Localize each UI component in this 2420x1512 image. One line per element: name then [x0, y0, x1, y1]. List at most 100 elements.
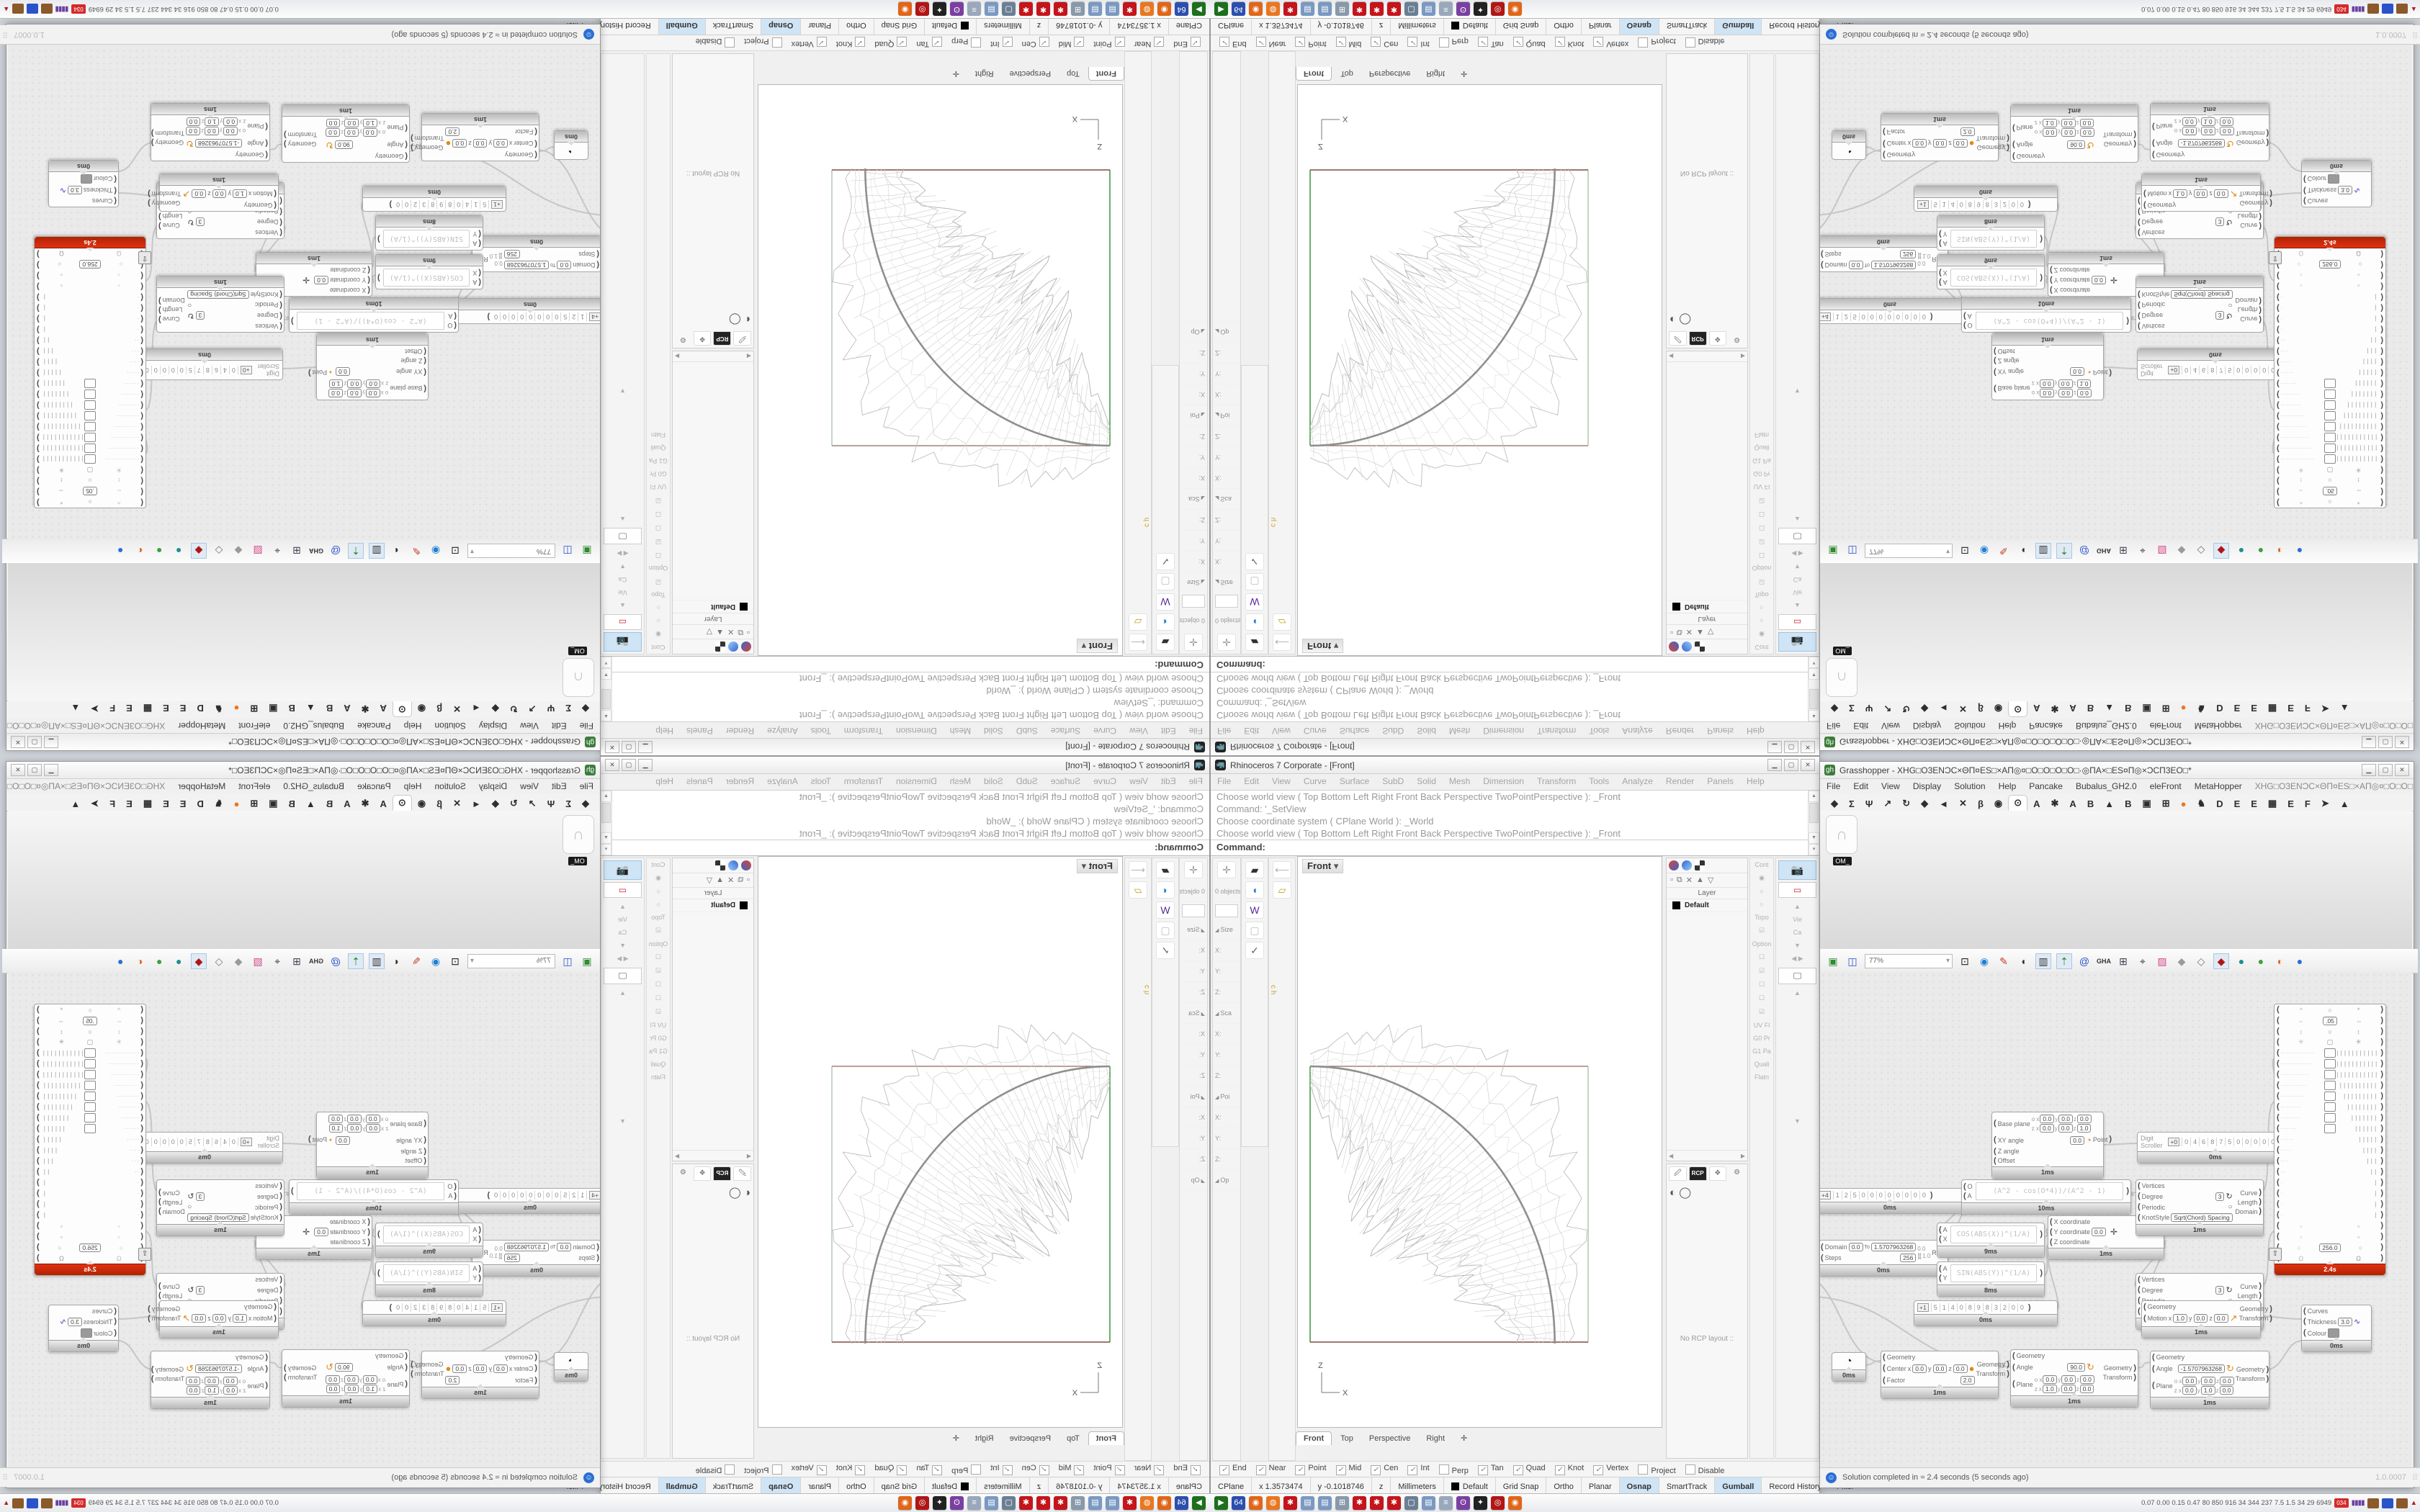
dock-tool-icon[interactable]: ▱ [1129, 613, 1147, 631]
gh-tab[interactable]: ◆ [582, 798, 589, 809]
gh-menu-pancake[interactable]: Pancake [357, 781, 391, 791]
display-icon[interactable] [728, 860, 738, 870]
viewport-tab-top[interactable]: Top [1340, 1434, 1353, 1443]
gh-tab[interactable]: ● [233, 798, 240, 809]
gh-node-construct-point[interactable]: (X coordinate(Y coordinate 0.0(Z coordina… [2048, 1215, 2164, 1260]
osnap-vertex[interactable]: ✓Vertex [1593, 37, 1628, 48]
osnap-near[interactable]: ✓Near [1255, 37, 1286, 48]
black-app-icon[interactable]: ✦ [1474, 1496, 1487, 1510]
gh-menu-display[interactable]: Display [1912, 781, 1942, 791]
zoom-level[interactable]: 77% [467, 544, 555, 558]
status-x[interactable]: x 1.3573474 [1252, 1477, 1311, 1495]
gh-tab-selected[interactable]: ⊙ [392, 701, 412, 717]
minimize-button[interactable]: ▁ [638, 741, 653, 753]
rhino-menu-help[interactable]: Help [1746, 726, 1765, 736]
tray-block-icon[interactable] [27, 4, 39, 14]
sphere-green-icon[interactable]: ● [156, 955, 163, 967]
green-app-icon[interactable]: ▶ [1214, 2, 1228, 16]
gh-node-expression-main[interactable]: (O(A (A^2 - cos(O*4))/(A^2 - 1)) 10ms [1961, 297, 2131, 333]
status-osnap[interactable]: Osnap [761, 17, 801, 35]
preview-eye-icon[interactable]: ◉ [1979, 545, 1989, 557]
display-options-strip[interactable]: Cont ◉ ○ ○ Topo ☑ Option ☐ ☑ ☐ ☐ ☑ UV Fl G0 Pr G1 Pa Qu… [646, 858, 671, 1459]
display-option-control[interactable]: ☐ [655, 953, 662, 960]
monitor-icon[interactable]: 🖵 [1778, 968, 1816, 984]
save-icon[interactable]: ◫ [563, 545, 573, 557]
display-icon[interactable] [1682, 860, 1692, 870]
status-smarttrack[interactable]: SmartTrack [1659, 17, 1716, 35]
dock-tool-icon[interactable]: ✓ [1245, 942, 1264, 959]
widgets-icon[interactable]: ▥ [2035, 953, 2051, 969]
gha-icon[interactable]: GHA [309, 547, 323, 554]
viewport-tab-front[interactable]: Front [1296, 67, 1332, 81]
gh-node-custom-preview[interactable]: (Curves(Thickness 3.0 ∿(Colour 0ms [48, 160, 119, 207]
rhino-menubar[interactable]: File Edit View Curve Surface SubD Solid Mesh Dim… [601, 774, 1209, 788]
gh-tab[interactable]: ◆ [1921, 798, 1929, 809]
rhino-titlebar[interactable]: 🦏 Rhinoceros 7 Corporate - [Front] ▁ ▢ ✕ [601, 738, 1209, 755]
viewport-tab-right[interactable]: Right [974, 1434, 994, 1443]
red-gear-icon[interactable]: ✱ [1283, 2, 1297, 16]
gem-red-icon[interactable]: ◆ [191, 543, 207, 559]
side-tab-camera[interactable]: Ca [618, 576, 627, 583]
osnap-cen[interactable]: ✓Cen [1371, 1464, 1398, 1475]
gh-tab[interactable]: β [436, 703, 443, 714]
gh-node-digit-scroller-a[interactable]: +4 1 2 5 0 0 0 0 0 0 0 0) 0ms [456, 1188, 600, 1214]
command-prompt[interactable]: Command: [1216, 842, 1265, 852]
gh-tab[interactable]: ✱ [2051, 703, 2059, 714]
remote-panel-icon[interactable]: @ [330, 545, 341, 557]
monitor-icon[interactable]: 🖵 [604, 968, 642, 984]
osnap-disable[interactable]: Disable [696, 1464, 735, 1475]
osnap-int[interactable]: ✓Int [990, 1464, 1013, 1475]
gh-node-interpolate-1[interactable]: (Vertices(Degree 3 ↻(Periodic ○(KnotStyle Sq… [156, 276, 284, 333]
floppy64-icon[interactable]: 64 [1175, 2, 1188, 16]
material-spheres[interactable]: ◐ ◯ [728, 1187, 750, 1199]
display-dock[interactable]: ▰ ◖ W ▢ ✓ [1152, 858, 1179, 1147]
pager-icons[interactable]: ◀ ▶ [617, 955, 629, 962]
materials-icon[interactable] [1669, 642, 1679, 652]
sketch-icon[interactable]: ✎ [1999, 545, 2008, 557]
osnap-mid[interactable]: ✓Mid [1059, 1464, 1085, 1475]
properties-dock[interactable]: ✛ 0 objectsSizeX:Y:Z:ScaX:Y:Z:PoiX:Y:Z:O… [1179, 858, 1208, 1461]
status-y[interactable]: y -0.1018746 [1310, 17, 1372, 35]
status-smarttrack[interactable]: SmartTrack [704, 17, 761, 35]
gh-tab[interactable]: ✕ [1959, 703, 1967, 714]
gh-node-expression-sin[interactable]: (A(Y SIN(ABS(Y))^(1/A)) 8ms [375, 1261, 483, 1297]
window-pin-icon[interactable]: ⊞ [2119, 955, 2128, 967]
osnap-knot[interactable]: ✓Knot [1554, 1464, 1584, 1475]
gh-menu-elefront[interactable]: eleFront [238, 781, 271, 791]
red-gear-icon[interactable]: ✱ [1054, 1496, 1067, 1510]
dock-tool-icon[interactable]: ▢ [1245, 922, 1264, 939]
new-file-icon[interactable]: ▣ [582, 545, 592, 557]
gh-node-digit-scroller-b[interactable]: +1 5 1 4 0 8 9 8 3 2 0 0) 0ms [362, 1300, 506, 1326]
gem-red-icon[interactable]: ◆ [2213, 543, 2229, 559]
osnap-quad[interactable]: ✓Quad [1512, 1464, 1546, 1475]
tray-block-icon[interactable] [2367, 1498, 2379, 1508]
osnap-project[interactable]: Project [744, 1464, 782, 1475]
scroll-up-icon[interactable]: ▲ [1794, 602, 1801, 609]
camera-icon[interactable]: 📷 [604, 632, 642, 652]
rcp-tab[interactable]: RCP [713, 1166, 732, 1181]
gh-tab[interactable]: ♞ [214, 798, 223, 809]
gem-gray-icon[interactable]: ◆ [234, 955, 243, 967]
viewport-tab-top[interactable]: Top [1067, 69, 1080, 78]
rcp-panel[interactable]: 🖉 RCP ❖ ⚙ ◐ ◯ No RCP layout :: [1666, 1164, 1748, 1459]
osnap-point[interactable]: ✓Point [1295, 1464, 1327, 1475]
gem-red-icon[interactable]: ◆ [2213, 953, 2229, 969]
osnap-mid[interactable]: ✓Mid [1335, 37, 1361, 48]
rcp-tab[interactable]: RCP [1688, 1166, 1707, 1181]
sphere-teal-icon[interactable]: ● [175, 545, 182, 557]
osnap-int[interactable]: ✓Int [1407, 37, 1430, 48]
rhino-menu-curve[interactable]: Curve [1093, 726, 1117, 736]
taskbar[interactable]: ▶ 64 ◉ ◍ ✱ ▤ ▤ ⊞ ✱ ✱ ✱ ▢ ▤ ≡ ʘ ✦ ◎ ◉ 0.07 0.00 0.15 0.47 … [1210, 0, 2420, 19]
gh-titlebar[interactable]: gh Grasshopper - XHG□O3ENƆC×ΘΠ¤ES□×AΠ◎¤□… [1820, 762, 2414, 779]
rhino-menu-analyze[interactable]: Analyze [767, 726, 798, 736]
blender-icon[interactable]: ◍ [1140, 1496, 1154, 1510]
osnap-cen[interactable]: ✓Cen [1022, 1464, 1049, 1475]
scroll-up-icon[interactable]: ▲ [1794, 903, 1801, 910]
display-option-control[interactable]: ○ [656, 617, 660, 624]
gh-close-button[interactable]: ✕ [11, 736, 25, 748]
camera-icon[interactable]: 📷 [1778, 860, 1816, 880]
osnap-vertex[interactable]: ✓Vertex [792, 1464, 827, 1475]
gh-node-timer[interactable]: ◔ 0ms [554, 130, 588, 160]
rhino-menu-file[interactable]: File [1217, 726, 1232, 736]
